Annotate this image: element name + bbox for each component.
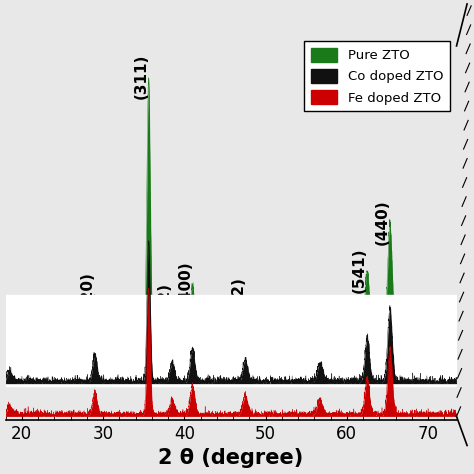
Text: (422): (422) [230, 276, 245, 322]
Text: (311): (311) [134, 54, 148, 99]
Text: (400): (400) [177, 261, 192, 307]
Bar [6, 294, 456, 386]
Text: (220): (220) [80, 272, 95, 318]
Text: (222): (222) [157, 283, 172, 328]
Bar [6, 382, 456, 385]
X-axis label: 2 θ (degree): 2 θ (degree) [158, 448, 304, 468]
Legend: Pure ZTO, Co doped ZTO, Fe doped ZTO: Pure ZTO, Co doped ZTO, Fe doped ZTO [304, 41, 450, 111]
Text: (440): (440) [375, 199, 390, 245]
Text: (111): (111) [11, 297, 26, 343]
Text: (541): (541) [352, 247, 367, 293]
